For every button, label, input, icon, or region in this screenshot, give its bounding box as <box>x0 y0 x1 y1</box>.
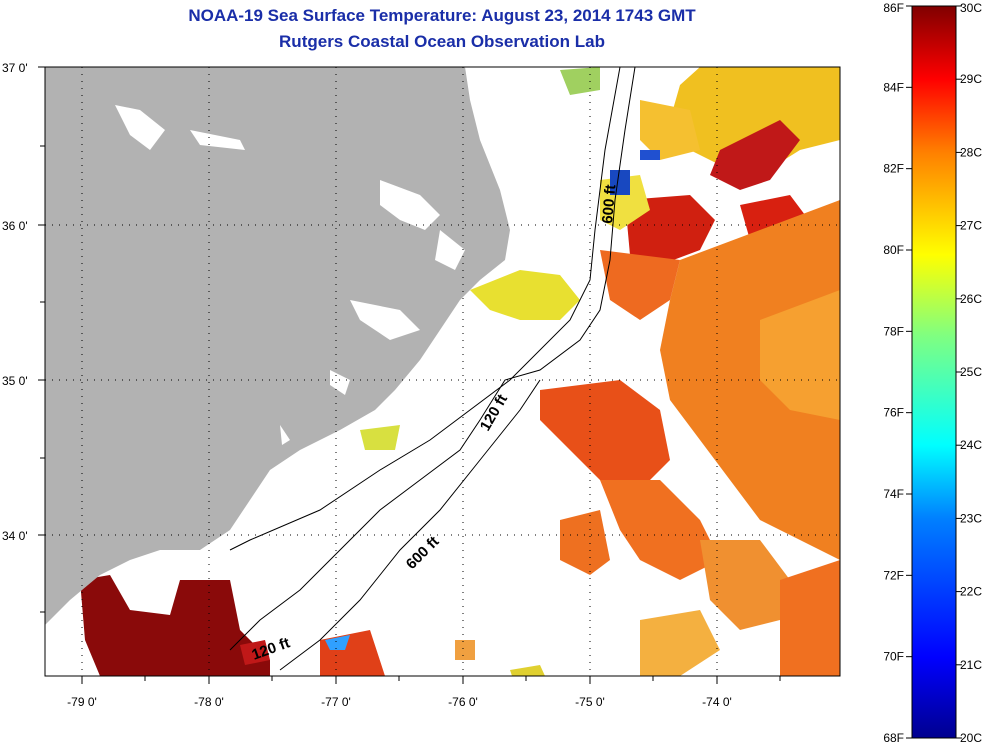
colorbar-label-celsius: 21C <box>960 658 982 672</box>
lon-tick-label: -77 0' <box>321 695 351 709</box>
colorbar-label-fahrenheit: 82F <box>883 162 904 176</box>
lat-tick-label: 35 0' <box>2 374 28 388</box>
latitude-axis: 37 0' 36 0' 35 0' 34 0' <box>2 61 45 613</box>
colorbar-label-celsius: 28C <box>960 145 982 159</box>
colorbar-label-fahrenheit: 84F <box>883 80 904 94</box>
colorbar-label-celsius: 26C <box>960 292 982 306</box>
lon-tick-label: -76 0' <box>448 695 478 709</box>
lon-tick-label: -74 0' <box>702 695 732 709</box>
lat-tick-label: 37 0' <box>2 61 28 75</box>
colorbar-label-celsius: 20C <box>960 731 982 745</box>
colorbar-label-celsius: 22C <box>960 585 982 599</box>
colorbar-label-celsius: 27C <box>960 219 982 233</box>
lon-tick-label: -75 0' <box>575 695 605 709</box>
colorbar-label-fahrenheit: 74F <box>883 487 904 501</box>
lon-tick-label: -79 0' <box>67 695 97 709</box>
isobath-contours <box>229 67 636 671</box>
longitude-axis: -79 0' -78 0' -77 0' -76 0' -75 0' -74 0… <box>67 676 781 709</box>
colorbar-label-fahrenheit: 70F <box>883 650 904 664</box>
colorbar-label-celsius: 30C <box>960 1 982 15</box>
colorbar-label-celsius: 25C <box>960 365 982 379</box>
colorbar-label-celsius: 29C <box>960 72 982 86</box>
colorbar-label-celsius: 24C <box>960 438 982 452</box>
lat-tick-label: 34 0' <box>2 529 28 543</box>
colorbar-label-celsius: 23C <box>960 511 982 525</box>
map-subtitle: Rutgers Coastal Ocean Observation Lab <box>279 32 605 51</box>
colorbar-label-fahrenheit: 76F <box>883 406 904 420</box>
contour-label: 600 ft <box>599 184 619 225</box>
colorbar-label-fahrenheit: 78F <box>883 324 904 338</box>
map-frame <box>44 66 841 677</box>
sst-data-layer <box>80 67 840 676</box>
lat-tick-label: 36 0' <box>2 219 28 233</box>
colorbar-gradient <box>911 5 957 739</box>
lon-tick-label: -78 0' <box>194 695 224 709</box>
colorbar: 86F 84F 82F 80F 78F 76F 74F 72F 70F 68F 30C 29C 28C… <box>883 1 982 745</box>
land-mass <box>45 67 510 625</box>
colorbar-label-fahrenheit: 72F <box>883 568 904 582</box>
colorbar-label-fahrenheit: 68F <box>883 731 904 745</box>
map-title: NOAA-19 Sea Surface Temperature: August … <box>188 6 696 25</box>
colorbar-label-fahrenheit: 80F <box>883 243 904 257</box>
colorbar-label-fahrenheit: 86F <box>883 1 904 15</box>
